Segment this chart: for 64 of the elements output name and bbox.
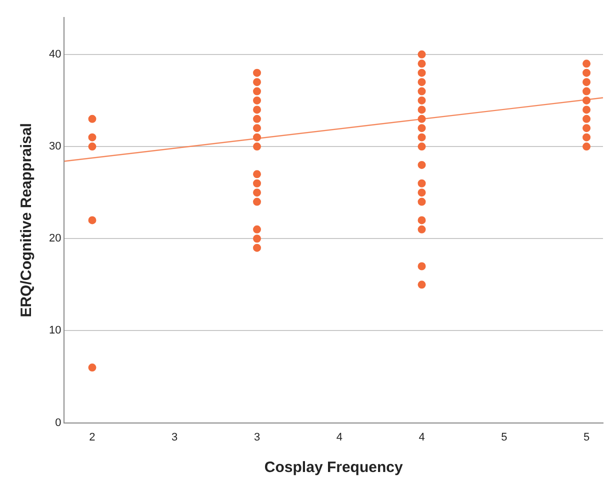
x-tick-label: 3 xyxy=(172,431,178,444)
point xyxy=(253,87,262,96)
point xyxy=(582,96,591,104)
y-tick-label: 10 xyxy=(48,324,62,337)
point xyxy=(253,170,262,178)
point xyxy=(582,124,591,132)
point xyxy=(88,142,96,151)
point xyxy=(253,114,262,123)
point xyxy=(418,216,426,224)
point xyxy=(418,160,426,169)
point xyxy=(253,106,262,114)
y-tick-label: 20 xyxy=(48,232,62,245)
point xyxy=(418,106,426,114)
point xyxy=(418,198,426,206)
point xyxy=(88,364,96,372)
y-tick-label: 0 xyxy=(55,416,62,429)
x-tick-label: 2 xyxy=(89,431,96,444)
point xyxy=(253,198,262,206)
point xyxy=(418,68,426,77)
point xyxy=(418,133,426,142)
point xyxy=(582,68,591,77)
x-tick-label: 5 xyxy=(501,431,508,444)
point xyxy=(582,106,591,114)
point xyxy=(418,179,426,188)
point xyxy=(582,133,591,142)
point xyxy=(253,188,262,197)
y-tick-label: 40 xyxy=(48,48,62,60)
point xyxy=(418,50,426,58)
point xyxy=(418,142,426,151)
point xyxy=(582,60,591,68)
x-tick-label: 4 xyxy=(418,431,425,444)
y-axis-title: ERQ/Cognitive Reappraisal xyxy=(18,123,36,318)
point xyxy=(253,225,262,234)
point xyxy=(418,96,426,104)
y-tick-label: 30 xyxy=(48,140,62,153)
point xyxy=(253,179,262,188)
point xyxy=(253,68,262,77)
point xyxy=(582,114,591,123)
point xyxy=(253,133,262,142)
point xyxy=(418,188,426,197)
point xyxy=(253,142,262,151)
point xyxy=(418,78,426,86)
point xyxy=(582,87,591,96)
point xyxy=(418,60,426,68)
x-axis-title: Cosplay Frequency xyxy=(264,459,404,476)
x-tick-label: 4 xyxy=(336,431,342,444)
x-tick-label: 3 xyxy=(254,431,260,444)
point xyxy=(418,124,426,132)
point xyxy=(418,87,426,96)
point xyxy=(253,78,262,86)
point xyxy=(88,133,96,142)
point xyxy=(253,234,262,243)
point xyxy=(418,114,426,123)
point xyxy=(418,225,426,234)
point xyxy=(88,216,96,224)
point xyxy=(418,262,426,270)
point xyxy=(582,78,591,86)
point xyxy=(582,142,591,151)
point xyxy=(253,96,262,104)
point xyxy=(253,244,262,252)
point xyxy=(88,114,96,123)
point xyxy=(253,124,262,132)
point xyxy=(418,280,426,289)
x-tick-label: 5 xyxy=(583,431,590,444)
